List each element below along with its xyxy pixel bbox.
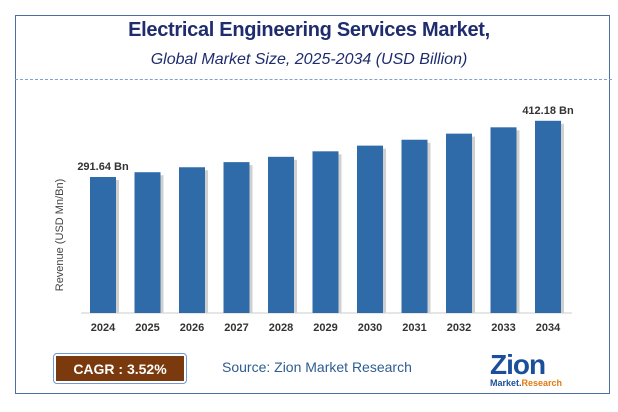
bar-2024 [90, 177, 116, 313]
x-tick-label: 2027 [224, 322, 248, 334]
x-tick-label: 2028 [269, 322, 293, 334]
x-tick-label: 2031 [402, 322, 426, 334]
cagr-text: CAGR : 3.52% [56, 356, 184, 381]
bar-2027 [223, 162, 250, 313]
bar-2026 [179, 167, 205, 313]
source-text: Source: Zion Market Research [222, 359, 412, 375]
x-tick-label: 2025 [135, 322, 159, 334]
cagr-badge: CAGR : 3.52% [53, 353, 187, 384]
x-tick-label: 2032 [447, 322, 471, 334]
bar-2034 [535, 120, 561, 313]
chart-title: Electrical Engineering Services Market, [128, 19, 490, 41]
x-tick-label: 2026 [180, 322, 204, 334]
bar-2028 [268, 156, 294, 313]
x-tick-label: 2029 [313, 322, 337, 334]
bar-2025 [134, 172, 161, 313]
x-tick-label: 2034 [536, 322, 561, 334]
bar-2033 [490, 127, 517, 313]
data-label: 291.64 Bn [77, 161, 129, 173]
zion-logo: Zion Market.Research [490, 349, 580, 389]
x-tick-label: 2024 [91, 322, 116, 334]
bar-2030 [357, 145, 383, 313]
chart-frame [15, 15, 610, 394]
divider [15, 79, 612, 80]
data-label: 412.18 Bn [522, 105, 574, 117]
y-axis-label: Revenue (USD Mn/Bn) [54, 179, 66, 292]
chart-subtitle: Global Market Size, 2025-2034 (USD Billi… [150, 51, 468, 68]
x-tick-label: 2030 [358, 322, 382, 334]
bar-2031 [401, 139, 428, 313]
bar-2032 [446, 133, 472, 313]
logo-wordmark: Zion [490, 349, 546, 380]
logo-subtext: Market.Research [490, 378, 563, 388]
x-tick-label: 2033 [491, 322, 515, 334]
bar-2029 [312, 151, 339, 313]
